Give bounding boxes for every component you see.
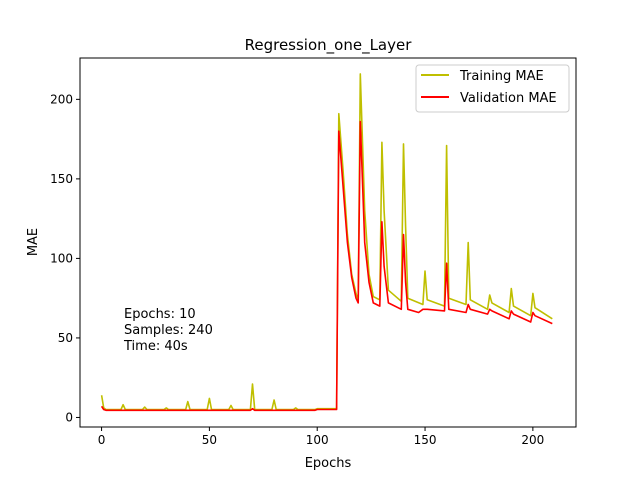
legend-label-training: Training MAE: [459, 69, 544, 84]
y-tick-label: 150: [50, 172, 73, 186]
x-tick-label: 50: [202, 433, 217, 447]
x-tick-label: 0: [98, 433, 106, 447]
x-tick-label: 150: [414, 433, 437, 447]
x-axis-label: Epochs: [305, 456, 352, 471]
legend: Training MAE Validation MAE: [415, 64, 570, 113]
y-tick-label: 50: [58, 331, 73, 345]
plot-area-frame: [79, 57, 577, 428]
y-tick-label: 100: [50, 251, 73, 265]
y-tick-label: 200: [50, 92, 73, 106]
series-line-validation-mae: [100, 120, 553, 412]
annotation-text: Epochs: 10 Samples: 240 Time: 40s: [123, 307, 213, 354]
annotation-samples: Samples: 240: [124, 323, 213, 338]
legend-box: [415, 64, 570, 113]
legend-label-validation: Validation MAE: [460, 91, 557, 106]
y-axis-label: MAE: [26, 228, 41, 256]
y-tick-label: 0: [65, 410, 73, 424]
chart-title: Regression_one_Layer: [245, 36, 413, 55]
series-lines: [100, 73, 553, 412]
annotation-time: Time: 40s: [123, 339, 188, 354]
x-tick-label: 100: [306, 433, 329, 447]
y-axis-ticks: 0 50 100 150 200: [50, 92, 80, 424]
x-axis-ticks: 0 50 100 150 200: [98, 427, 544, 447]
x-tick-label: 200: [521, 433, 544, 447]
annotation-epochs: Epochs: 10: [124, 307, 196, 322]
